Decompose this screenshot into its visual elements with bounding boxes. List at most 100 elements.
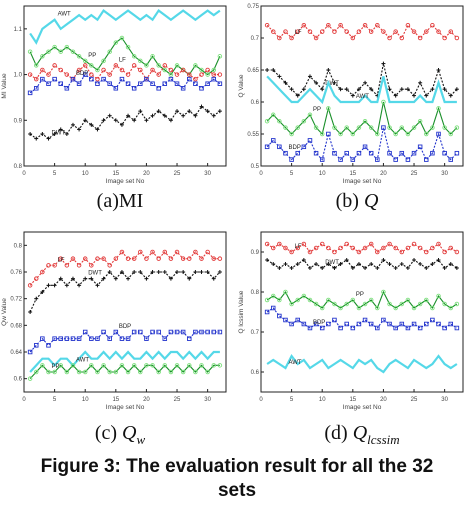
data-point-pp — [264, 297, 270, 303]
data-point-dwt — [150, 270, 155, 274]
data-point-pp — [33, 63, 39, 68]
data-point-dwt — [126, 113, 131, 118]
series-line-dwt — [266, 259, 458, 269]
series-label-pp: PP — [51, 364, 59, 370]
data-point-bdp — [301, 144, 307, 150]
data-point-lf — [393, 29, 398, 34]
data-point-dwt — [156, 270, 161, 274]
data-point-bdp — [295, 150, 300, 156]
data-point-pp — [356, 125, 362, 130]
y-axis-label: MI Value — [1, 73, 8, 99]
caption-main: MI — [118, 190, 144, 212]
data-point-dwt — [454, 266, 459, 270]
data-point-bdp — [448, 321, 454, 327]
data-point-pp — [277, 118, 282, 124]
data-point-lf — [205, 67, 210, 73]
data-point-dwt — [101, 118, 106, 123]
data-point-pp — [270, 112, 276, 118]
data-point-dwt — [381, 258, 386, 262]
data-point-pp — [368, 125, 374, 130]
data-point-pp — [307, 112, 313, 118]
data-point-dwt — [399, 87, 404, 92]
data-point-pp — [76, 369, 82, 375]
data-point-bdp — [301, 321, 307, 327]
data-point-lf — [168, 256, 174, 261]
data-point-dwt — [150, 113, 155, 118]
data-point-lf — [424, 249, 429, 255]
data-point-pp — [411, 125, 417, 130]
data-point-bdp — [264, 144, 270, 150]
data-point-lf — [307, 249, 313, 255]
data-point-bdp — [217, 81, 223, 86]
data-point-bdp — [107, 336, 112, 341]
x-tick-label: 15 — [112, 171, 119, 177]
data-point-bdp — [283, 317, 288, 323]
data-point-bdp — [393, 325, 398, 331]
data-point-pp — [283, 125, 288, 130]
data-point-dwt — [193, 113, 198, 118]
data-point-bdp — [89, 76, 94, 82]
data-point-bdp — [52, 76, 57, 82]
data-point-dwt — [217, 109, 222, 114]
caption-prefix: (d) — [324, 422, 353, 444]
x-tick-label: 10 — [319, 171, 326, 177]
data-point-pp — [144, 63, 149, 68]
data-point-lf — [187, 72, 192, 77]
data-point-dwt — [77, 283, 82, 288]
data-point-dwt — [326, 68, 331, 72]
data-point-bdp — [264, 309, 270, 315]
data-point-dwt — [289, 87, 294, 92]
data-point-bdp — [442, 325, 447, 331]
data-point-pp — [283, 289, 288, 295]
chart-panel-q: 0 5 10 15 20 25 30 0.5 0.55 0.6 0.65 0.7 0.75 Image s… — [238, 4, 464, 185]
data-point-bdp — [338, 157, 343, 162]
data-point-lf — [381, 29, 386, 34]
data-point-pp — [58, 49, 63, 54]
data-point-dwt — [332, 266, 337, 270]
data-point-pp — [138, 58, 143, 64]
data-point-pp — [138, 369, 143, 375]
series-label-awt: AWT — [356, 94, 369, 100]
data-point-dwt — [199, 270, 204, 274]
data-point-pp — [350, 297, 356, 303]
series-label-lf: LF — [119, 57, 126, 63]
caption-panel-d: (d) Qlcssim — [277, 422, 447, 448]
data-point-pp — [356, 305, 362, 311]
data-point-bdp — [70, 336, 76, 341]
data-point-pp — [211, 363, 217, 368]
data-point-dwt — [350, 266, 355, 270]
data-point-lf — [295, 245, 300, 251]
data-point-bdp — [64, 86, 70, 91]
data-point-bdp — [138, 81, 143, 86]
data-point-pp — [162, 67, 168, 73]
data-point-pp — [326, 297, 331, 303]
data-point-lf — [289, 35, 294, 41]
data-point-bdp — [424, 321, 429, 327]
x-tick-label: 30 — [204, 171, 211, 177]
data-point-lf — [338, 22, 343, 28]
series-label-bdp: BDP — [76, 71, 88, 77]
data-point-dwt — [283, 262, 288, 266]
data-point-pp — [125, 44, 131, 50]
data-point-pp — [131, 54, 137, 59]
data-point-bdp — [125, 81, 131, 86]
plot-frame — [260, 231, 464, 393]
data-point-lf — [162, 63, 168, 68]
data-point-lf — [144, 256, 149, 261]
data-point-lf — [368, 241, 374, 247]
data-point-lf — [332, 249, 337, 255]
data-point-lf — [125, 72, 131, 77]
data-point-dwt — [193, 270, 198, 274]
data-point-dwt — [119, 122, 124, 127]
series-label-lf: LF — [295, 244, 302, 250]
x-tick-label: 20 — [380, 397, 387, 403]
data-point-bdp — [162, 81, 168, 86]
data-point-bdp — [76, 81, 82, 86]
caption-panel-c: (c) Qw — [40, 422, 200, 448]
data-point-bdp — [193, 81, 198, 86]
data-point-dwt — [83, 118, 88, 123]
data-point-bdp — [199, 329, 204, 335]
data-point-pp — [338, 305, 343, 311]
data-point-bdp — [174, 329, 180, 335]
y-tick-label: 0.5 — [251, 164, 260, 170]
